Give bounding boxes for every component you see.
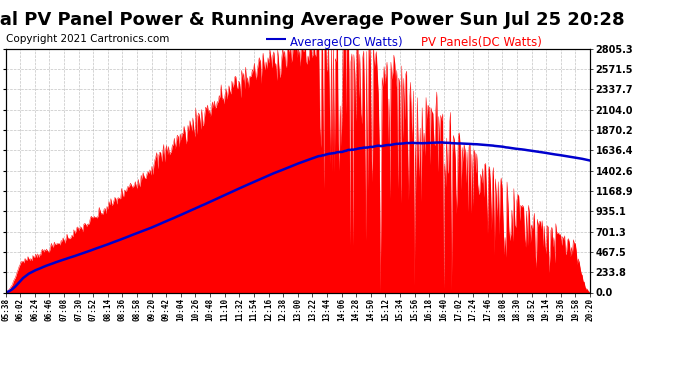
Text: Copyright 2021 Cartronics.com: Copyright 2021 Cartronics.com [6, 34, 169, 44]
Text: Total PV Panel Power & Running Average Power Sun Jul 25 20:28: Total PV Panel Power & Running Average P… [0, 11, 624, 29]
Text: PV Panels(DC Watts): PV Panels(DC Watts) [421, 36, 542, 49]
Text: Average(DC Watts): Average(DC Watts) [290, 36, 402, 49]
